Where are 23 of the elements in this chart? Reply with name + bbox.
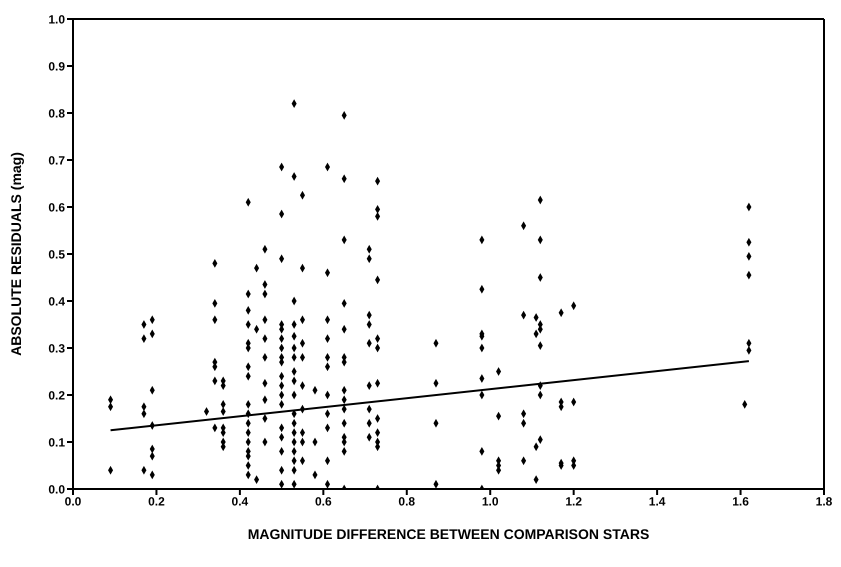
x-tick-label: 1.8 [816, 494, 833, 509]
x-tick-label: 0.8 [398, 494, 416, 509]
y-tick-label: 0.7 [48, 153, 66, 168]
y-tick-label: 0.5 [48, 247, 66, 262]
y-tick-label: 0.3 [48, 341, 66, 356]
y-tick-label: 0.9 [48, 59, 66, 74]
x-tick-label: 1.4 [648, 494, 666, 509]
x-tick-label: 1.6 [732, 494, 750, 509]
y-tick-label: 0.2 [48, 388, 66, 402]
x-tick-label: 1.2 [565, 494, 582, 509]
x-tick-label: 1.0 [482, 494, 499, 509]
y-tick-label: 0.8 [48, 106, 66, 120]
x-tick-label: 0.6 [314, 494, 332, 509]
y-tick-label: 0.4 [48, 294, 66, 308]
y-tick-label: 1.0 [48, 12, 66, 26]
y-tick-label: 0.6 [48, 200, 66, 214]
y-tick-label: 0.0 [48, 482, 66, 496]
y-tick-label: 0.1 [48, 435, 66, 450]
x-tick-label: 0.2 [148, 494, 166, 509]
x-tick-label: 0.4 [232, 494, 249, 509]
x-axis-title: MAGNITUDE DIFFERENCE BETWEEN COMPARISON STARS [248, 526, 650, 542]
x-tick-label: 0.0 [64, 494, 82, 509]
y-axis-title: ABSOLUTE RESIDUALS (mag) [8, 152, 24, 356]
